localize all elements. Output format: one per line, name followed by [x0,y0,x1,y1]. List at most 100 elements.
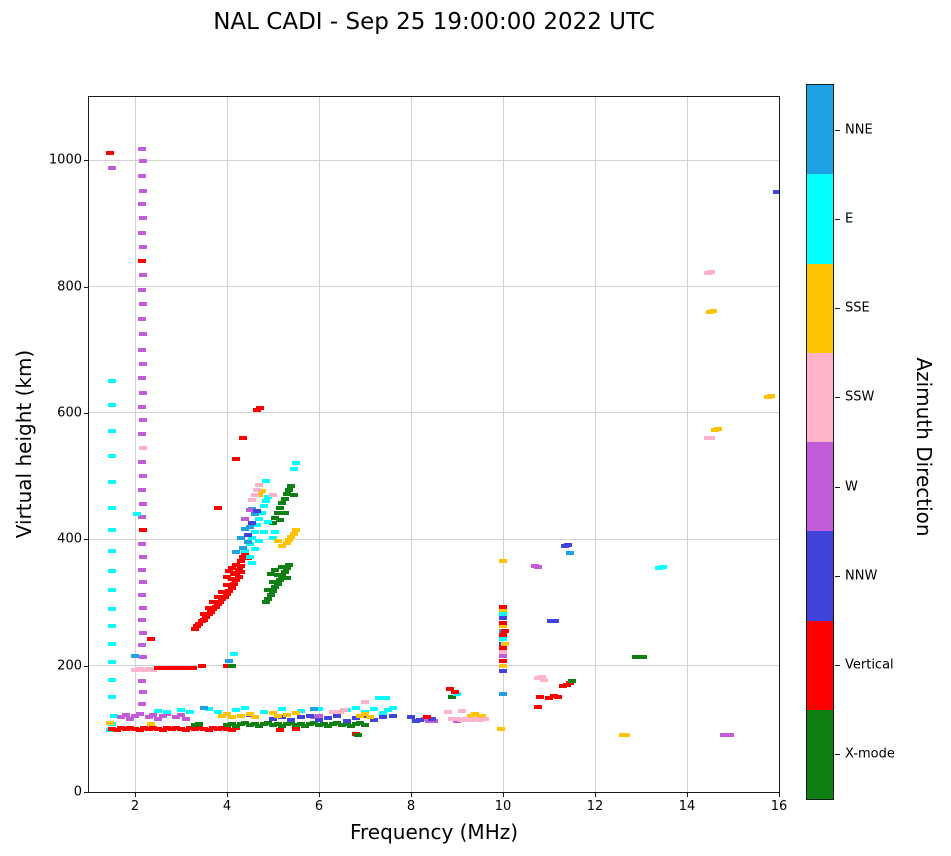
data-point [285,562,294,567]
colorbar-segment [807,85,833,175]
data-point [282,576,291,581]
data-point [137,592,146,597]
data-point [250,493,259,498]
colorbar-tick-label: E [845,211,854,227]
grid-line-y [89,286,779,288]
y-tick-label: 200 [57,658,82,674]
data-point [236,713,245,718]
data-point [147,637,156,642]
data-point [310,721,319,726]
data-point [137,432,146,437]
data-point [108,165,116,170]
data-point [241,548,250,553]
data-point [108,677,116,682]
y-tick-label: 600 [57,405,82,421]
data-point [110,714,119,719]
data-point [126,716,135,721]
data-point [206,609,215,614]
data-point [200,611,208,616]
data-point [333,714,342,719]
y-tick-mark [84,286,88,288]
data-point [225,589,234,594]
data-point [351,705,360,710]
data-point [264,494,273,499]
data-point [446,687,455,691]
data-point [181,666,190,671]
data-point [554,695,563,700]
data-point [223,583,231,588]
data-point [342,721,351,726]
data-point [137,287,146,292]
data-point [282,712,291,717]
data-point [448,717,457,722]
data-point [264,721,273,726]
data-point [135,728,144,733]
data-point [278,565,287,570]
data-point [480,717,489,722]
data-point [250,512,259,516]
data-point [292,723,300,728]
data-point [246,554,254,559]
data-point [223,592,231,597]
data-point [216,599,225,604]
data-point [282,722,291,727]
x-tick-mark [595,793,596,797]
data-point [280,570,289,575]
data-point [149,668,158,673]
data-point [149,725,158,730]
x-tick-mark [319,793,320,797]
data-point [338,723,346,728]
data-point [356,713,365,718]
data-point [365,714,374,719]
data-point [246,723,254,728]
data-point [305,713,314,718]
data-point [137,146,146,151]
data-point [340,708,349,713]
data-point [140,668,149,673]
data-point [131,726,139,731]
chart-title: NAL CADI - Sep 25 19:00:00 2022 UTC [213,9,655,35]
x-tick-label: 4 [222,799,232,814]
data-point [706,436,715,441]
data-point [356,721,365,726]
data-point [177,707,185,712]
data-point [144,667,153,672]
data-point [248,561,257,566]
data-point [227,577,236,582]
data-point [361,714,369,719]
data-point [255,517,264,522]
data-point [264,519,273,524]
data-point [269,521,277,526]
colorbar-tick-label: SSW [845,389,875,405]
data-point [250,721,259,726]
data-point [256,406,265,411]
data-point [315,717,323,722]
data-point [121,727,130,732]
colorbar-segment [807,531,833,621]
data-point [225,568,234,573]
x-tick-mark [227,793,228,797]
data-point [108,726,116,731]
data-point [220,594,229,599]
data-point [250,714,259,719]
data-point [499,616,507,621]
data-point [223,712,231,717]
data-point [296,715,305,720]
data-point [379,711,388,716]
data-point [163,710,172,715]
grid-line-x [134,97,136,792]
data-point [227,728,236,733]
data-point [139,528,148,533]
data-point [255,538,264,543]
grid-line-y [89,159,779,161]
data-point [269,717,277,722]
data-point [292,711,300,716]
data-point [139,605,148,610]
x-tick-label: 16 [770,799,788,814]
colorbar-tick-mark [835,486,840,488]
data-point [499,633,507,638]
data-point [236,536,245,540]
data-point [540,677,549,682]
data-point [354,733,363,738]
data-point [248,520,257,525]
